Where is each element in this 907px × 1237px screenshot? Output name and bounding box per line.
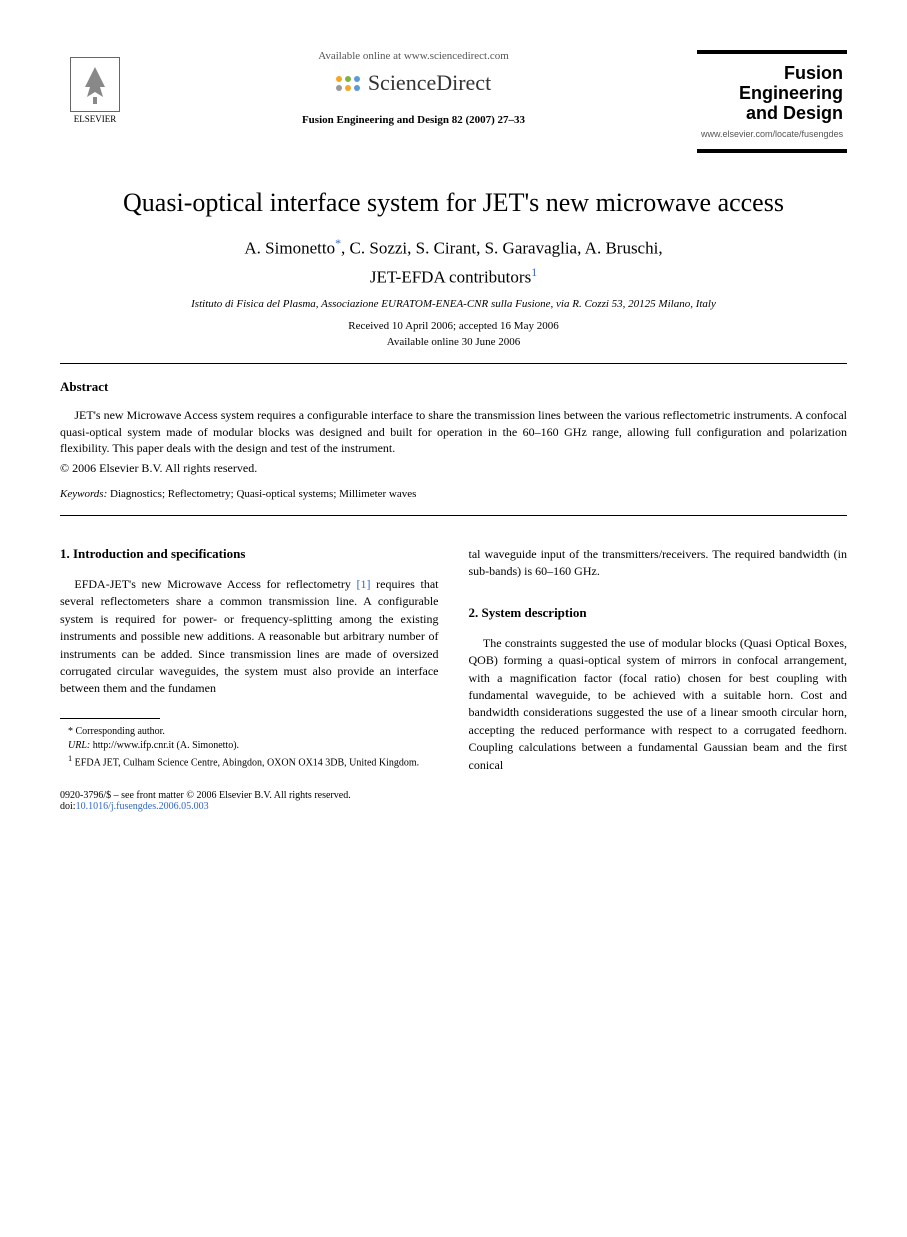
journal-name: Fusion Engineering and Design — [701, 64, 843, 123]
other-authors: , C. Sozzi, S. Cirant, S. Garavaglia, A.… — [341, 239, 663, 258]
left-column: 1. Introduction and specifications EFDA-… — [60, 546, 439, 812]
section-1-heading: 1. Introduction and specifications — [60, 546, 439, 562]
dates-received: Received 10 April 2006; accepted 16 May … — [60, 320, 847, 332]
keywords-line: Keywords: Diagnostics; Reflectometry; Qu… — [60, 488, 847, 500]
front-matter-line: 0920-3796/$ – see front matter © 2006 El… — [60, 790, 439, 801]
divider — [60, 515, 847, 516]
center-header: Available online at www.sciencedirect.co… — [130, 50, 697, 126]
abstract-heading: Abstract — [60, 379, 847, 395]
header-row: ELSEVIER Available online at www.science… — [60, 50, 847, 153]
sciencedirect-logo: ScienceDirect — [150, 70, 677, 96]
contributors-line: JET-EFDA contributors1 — [60, 265, 847, 288]
paper-title: Quasi-optical interface system for JET's… — [60, 188, 847, 218]
journal-box: Fusion Engineering and Design www.elsevi… — [697, 50, 847, 153]
keywords-label: Keywords: — [60, 488, 107, 500]
section-2-paragraph: The constraints suggested the use of mod… — [469, 635, 848, 774]
available-online-text: Available online at www.sciencedirect.co… — [150, 50, 677, 62]
elsevier-logo: ELSEVIER — [60, 50, 130, 130]
sciencedirect-text: ScienceDirect — [368, 70, 491, 96]
copyright-text: © 2006 Elsevier B.V. All rights reserved… — [60, 461, 847, 476]
dates-online: Available online 30 June 2006 — [60, 336, 847, 348]
elsevier-tree-icon — [70, 57, 120, 112]
body-columns: 1. Introduction and specifications EFDA-… — [60, 546, 847, 812]
citation-text: Fusion Engineering and Design 82 (2007) … — [150, 114, 677, 126]
footnote-separator — [60, 718, 160, 719]
section-2-heading: 2. System description — [469, 605, 848, 621]
sd-dots-icon — [336, 76, 360, 91]
affiliation: Istituto di Fisica del Plasma, Associazi… — [60, 298, 847, 310]
right-column: tal waveguide input of the transmitters/… — [469, 546, 848, 812]
authors-line: A. Simonetto*, C. Sozzi, S. Cirant, S. G… — [60, 236, 847, 259]
doi-link[interactable]: 10.1016/j.fusengdes.2006.05.003 — [76, 801, 209, 812]
corresponding-author-note: * Corresponding author. — [60, 725, 439, 739]
publisher-name: ELSEVIER — [74, 114, 117, 124]
footnote-marker-1[interactable]: 1 — [531, 265, 537, 279]
divider — [60, 363, 847, 364]
keywords-text: Diagnostics; Reflectometry; Quasi-optica… — [107, 488, 416, 500]
footer-info: 0920-3796/$ – see front matter © 2006 El… — [60, 790, 439, 812]
section-1-paragraph: EFDA-JET's new Microwave Access for refl… — [60, 576, 439, 698]
footnote-1: 1 EFDA JET, Culham Science Centre, Abing… — [60, 753, 439, 770]
journal-url: www.elsevier.com/locate/fusengdes — [701, 129, 843, 139]
author-url-note: URL: http://www.ifp.cnr.it (A. Simonetto… — [60, 739, 439, 753]
section-1-continuation: tal waveguide input of the transmitters/… — [469, 546, 848, 581]
abstract-text: JET's new Microwave Access system requir… — [60, 407, 847, 457]
first-author: A. Simonetto — [244, 239, 335, 258]
citation-link-1[interactable]: [1] — [357, 577, 371, 591]
doi-line: doi:10.1016/j.fusengdes.2006.05.003 — [60, 801, 439, 812]
